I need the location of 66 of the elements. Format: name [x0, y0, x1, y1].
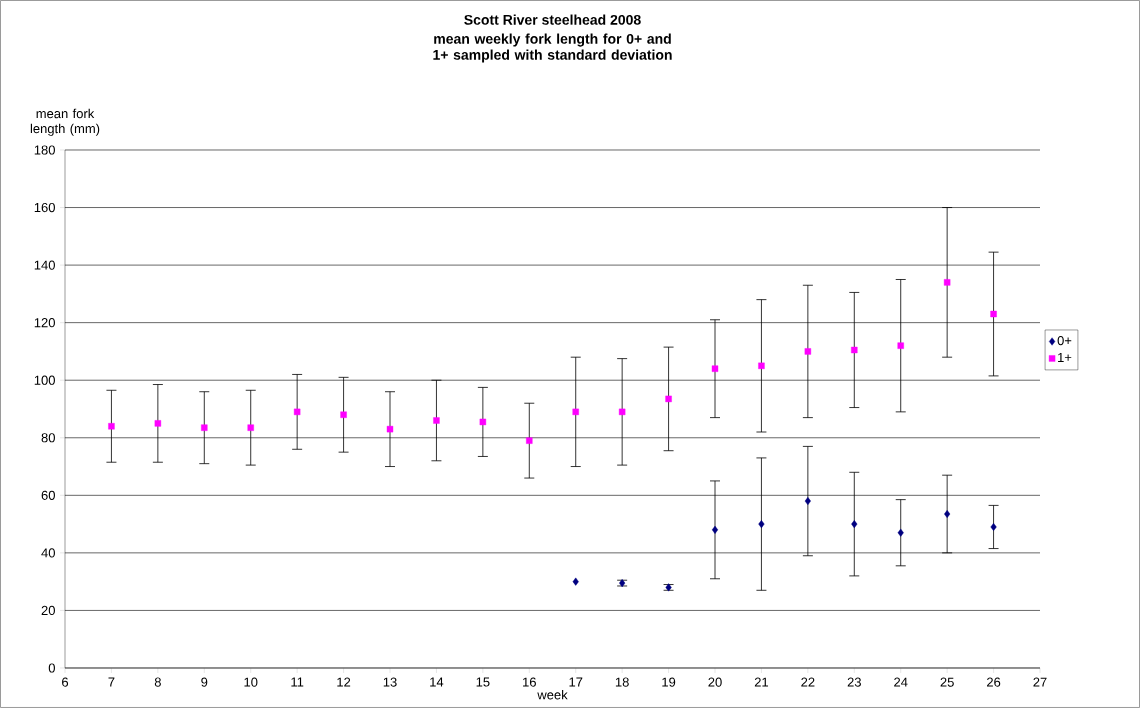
legend-label: 1+ — [1058, 353, 1072, 362]
point — [758, 362, 765, 370]
y-tick-label: 100 — [34, 375, 55, 385]
x-tick-label: 14 — [430, 677, 444, 687]
x-tick-label: 6 — [62, 677, 69, 687]
point — [943, 279, 951, 286]
point — [618, 408, 626, 416]
point — [897, 528, 904, 537]
point — [990, 522, 997, 531]
y-axis-title: mean fork length (mm) — [30, 108, 100, 136]
point — [247, 424, 254, 431]
point — [711, 365, 719, 372]
x-tick-label: 7 — [108, 677, 115, 687]
x-tick-label: 26 — [987, 677, 1001, 687]
point — [572, 577, 579, 586]
y-tick-label: 60 — [41, 490, 55, 500]
x-tick-label: 11 — [291, 677, 304, 687]
x-tick-label: 10 — [244, 677, 258, 687]
point — [386, 425, 394, 433]
legend-label: 0+ — [1057, 335, 1072, 346]
y-tick-label: 80 — [41, 433, 55, 443]
chart-title: Scott River steelhead 2008 — [464, 14, 641, 25]
point — [665, 395, 672, 403]
x-tick-label: 13 — [383, 677, 397, 687]
x-tick-label: 15 — [476, 677, 490, 687]
point — [804, 497, 811, 506]
point — [758, 520, 765, 529]
x-tick-label: 12 — [337, 677, 351, 687]
x-tick-label: 27 — [1033, 677, 1047, 687]
point — [572, 408, 579, 416]
y-tick-label: 160 — [34, 202, 55, 213]
x-axis-title: week — [537, 689, 568, 700]
x-tick-label: 21 — [754, 677, 769, 687]
point — [201, 424, 208, 431]
x-tick-label: 9 — [201, 677, 208, 687]
y-tick-label: 20 — [41, 605, 55, 616]
x-tick-label: 8 — [154, 677, 161, 687]
point — [433, 417, 440, 424]
point — [154, 420, 162, 427]
point — [526, 437, 533, 444]
x-tick-label: 20 — [708, 677, 722, 687]
point — [108, 423, 115, 430]
y-tick-label: 40 — [41, 548, 55, 558]
point — [851, 346, 858, 354]
point — [340, 411, 347, 418]
y-tick-label: 120 — [34, 318, 55, 328]
x-tick-label: 22 — [801, 677, 815, 687]
x-tick-label: 19 — [662, 677, 676, 687]
point — [293, 408, 301, 416]
y-tick-label: 180 — [34, 145, 55, 155]
x-tick-label: 18 — [615, 677, 629, 687]
point — [479, 418, 487, 426]
x-tick-label: 17 — [569, 677, 583, 687]
y-tick-label: 0 — [48, 663, 55, 673]
x-tick-label: 25 — [940, 677, 954, 687]
point — [944, 510, 951, 519]
x-tick-label: 16 — [523, 677, 536, 687]
point — [990, 310, 997, 318]
point — [711, 525, 719, 534]
y-tick-label: 140 — [34, 260, 55, 270]
point — [897, 342, 904, 349]
x-tick-label: 23 — [847, 677, 861, 687]
x-tick-label: 24 — [894, 677, 908, 687]
point — [851, 520, 858, 529]
chart-subtitle: mean weekly fork length for 0+ and 1+ sampled with standard deviation — [433, 33, 672, 63]
point — [804, 348, 812, 355]
